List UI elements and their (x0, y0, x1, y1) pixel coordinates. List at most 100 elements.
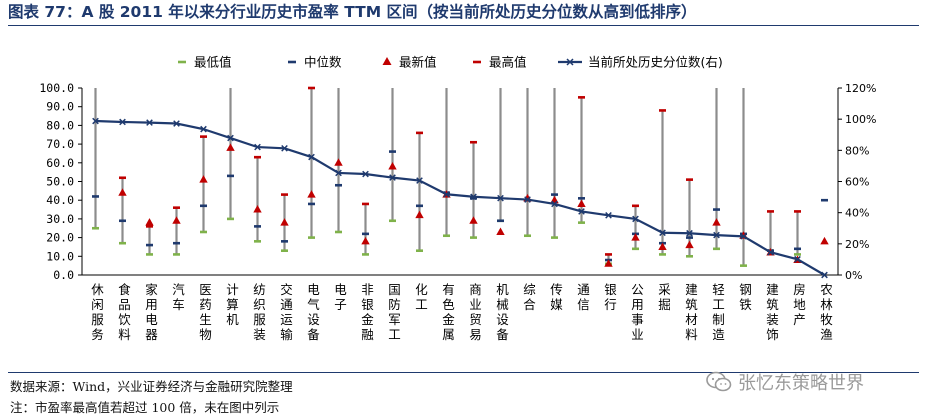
right-tick-label: 80% (845, 144, 869, 157)
category-label: 机械设备 (496, 282, 509, 342)
left-tick-label: 80.0 (46, 118, 74, 132)
category-label: 商业贸易 (469, 282, 482, 342)
category-label: 休闲服务 (91, 282, 104, 342)
page-title: 图表 77：A 股 2011 年以来分行业历史市盈率 TTM 区间（按当前所处历… (8, 3, 697, 21)
latest-value-marker (820, 236, 829, 245)
latest-value-marker (604, 259, 613, 267)
category-label: 轻工制造 (712, 282, 725, 342)
footer-rule (8, 372, 919, 373)
latest-value-marker (226, 143, 235, 151)
left-tick-label: 90.0 (46, 100, 74, 114)
left-tick-label: 70.0 (46, 137, 74, 151)
legend-swatch (566, 58, 574, 66)
left-tick-label: 10.0 (46, 249, 74, 263)
percentile-point (200, 125, 207, 133)
latest-value-marker (712, 218, 721, 226)
percentile-point (281, 144, 288, 152)
category-label: 电子 (334, 282, 347, 312)
category-label: 农林牧渔 (820, 282, 833, 342)
latest-value-marker (469, 216, 478, 224)
right-tick-label: 120% (845, 82, 876, 95)
percentile-point (605, 211, 612, 219)
legend-label: 最低值 (194, 55, 232, 70)
percentile-point (443, 190, 450, 198)
category-label: 非银金融 (361, 282, 374, 342)
latest-value-marker (145, 218, 154, 226)
category-label: 银行 (604, 282, 617, 312)
legend-label: 当前所处历史分位数(右) (588, 55, 723, 70)
latest-value-marker (280, 218, 289, 226)
left-tick-label: 20.0 (46, 231, 74, 245)
category-label: 化工 (415, 282, 428, 312)
chart-note: 注：市盈率最高值若超过 100 倍，未在图中列示 (10, 400, 280, 415)
percentile-point (821, 271, 828, 279)
left-tick-label: 60.0 (46, 156, 74, 170)
legend-label: 中位数 (304, 55, 342, 70)
latest-value-marker (415, 210, 424, 219)
category-label: 交通运输 (280, 282, 293, 342)
percentile-point (632, 215, 639, 223)
percentile-point (551, 200, 558, 208)
category-label: 食品饮料 (118, 282, 131, 342)
percentile-point (362, 170, 369, 178)
category-label: 公用事业 (631, 282, 644, 342)
latest-value-marker (199, 175, 208, 183)
percentile-point (227, 134, 234, 142)
latest-value-marker (307, 190, 316, 198)
left-tick-label: 40.0 (46, 193, 74, 207)
percentile-point (146, 119, 153, 126)
category-label: 通信 (577, 282, 590, 312)
percentile-point (578, 208, 585, 215)
percentile-point (713, 231, 720, 239)
category-label: 计算机 (226, 282, 239, 327)
left-tick-label: 50.0 (46, 175, 74, 189)
percentile-point (686, 229, 693, 237)
category-label: 建筑装饰 (766, 282, 779, 342)
latest-value-marker (334, 158, 343, 166)
percentile-point (173, 120, 180, 127)
category-label: 纺织服装 (253, 282, 266, 342)
percentile-point (524, 196, 531, 203)
left-tick-label: 100.0 (39, 81, 74, 95)
percentile-point (119, 118, 126, 126)
right-tick-label: 60% (845, 176, 869, 189)
percentile-line (95, 119, 826, 276)
wechat-icon (706, 371, 732, 392)
latest-value-marker (577, 199, 586, 207)
data-source: 数据来源：Wind，兴业证券经济与金融研究院整理 (10, 379, 293, 394)
latest-value-marker (172, 216, 181, 224)
percentile-point (740, 233, 747, 240)
category-label: 房地产 (793, 282, 806, 327)
latest-value-marker (631, 233, 640, 241)
left-tick-label: 30.0 (46, 212, 74, 226)
latest-value-marker (550, 195, 559, 204)
percentile-point (389, 174, 396, 181)
legend-swatch (382, 57, 392, 65)
latest-value-marker (118, 188, 127, 196)
latest-value-marker (496, 227, 505, 235)
category-label: 钢铁 (739, 282, 752, 312)
category-label: 有色金属 (442, 282, 455, 342)
percentile-point (308, 153, 315, 161)
percentile-point (794, 255, 801, 263)
latest-value-marker (658, 242, 667, 250)
right-tick-label: 20% (845, 238, 869, 251)
pe-range-chart: 0.0 10.0 20.0 30.0 40.0 50.0 60.0 70.0 80.0 90.0 1… (39, 55, 876, 343)
right-tick-label: 40% (845, 207, 869, 220)
category-label: 医药生物 (199, 282, 212, 342)
latest-value-marker (361, 236, 370, 245)
category-label: 国防军工 (388, 282, 401, 342)
percentile-point (659, 229, 666, 237)
category-label: 家用电器 (145, 282, 158, 342)
latest-value-marker (388, 162, 397, 170)
category-label: 采掘 (658, 282, 671, 312)
percentile-point (335, 169, 342, 177)
right-tick-label: 0% (845, 269, 862, 282)
latest-value-marker (253, 205, 262, 213)
latest-value-marker (685, 240, 694, 249)
percentile-point (92, 117, 99, 125)
category-label: 电气设备 (307, 282, 320, 342)
percentile-point (470, 193, 477, 201)
left-tick-label: 0.0 (53, 268, 74, 282)
percentile-point (767, 248, 774, 256)
